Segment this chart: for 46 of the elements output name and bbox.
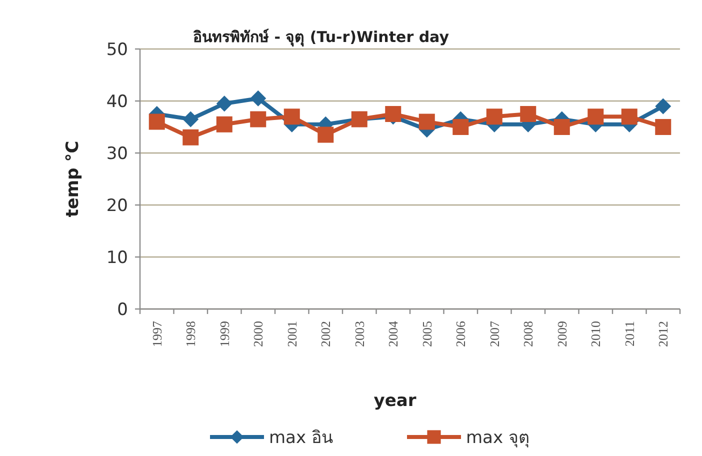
point xyxy=(418,114,435,130)
point xyxy=(250,90,266,106)
x-tick-label: 1999 xyxy=(216,321,232,347)
x-tick-label: 2001 xyxy=(284,321,300,347)
point xyxy=(385,106,402,122)
point xyxy=(452,119,469,135)
x-tick-label: 2011 xyxy=(622,321,637,347)
point xyxy=(182,129,199,146)
x-tick-label: 1998 xyxy=(183,321,198,347)
point xyxy=(318,126,334,143)
legend-label: max อิน xyxy=(269,428,334,448)
x-tick-label: 1997 xyxy=(149,320,164,347)
point xyxy=(554,119,570,135)
y-tick-label: 40 xyxy=(106,92,128,112)
point xyxy=(182,111,199,128)
y-axis-title: temp °C xyxy=(62,140,83,218)
chart-title: อินทรพิทักษ์ - จุตุ (Tu-r)Winter day xyxy=(193,28,450,47)
point xyxy=(520,106,536,122)
x-tick-label: 2000 xyxy=(250,321,266,347)
x-axis-title: year xyxy=(374,390,417,411)
x-tick-label: 2010 xyxy=(588,321,604,347)
legend-label: max จุตุ xyxy=(466,428,530,448)
y-tick-label: 20 xyxy=(106,196,128,216)
x-tick-label: 2007 xyxy=(486,320,502,347)
point xyxy=(148,114,165,130)
point xyxy=(216,116,232,132)
point xyxy=(216,96,232,112)
x-tick-label: 2002 xyxy=(318,321,334,347)
point xyxy=(250,111,266,128)
x-tick-label: 2012 xyxy=(656,321,671,347)
x-tick-label: 2003 xyxy=(352,321,367,347)
x-tick-label: 2009 xyxy=(554,321,570,347)
y-tick-label: 10 xyxy=(106,248,128,268)
point xyxy=(486,108,502,125)
x-tick-label: 2008 xyxy=(520,321,536,347)
y-tick-label: 50 xyxy=(106,40,128,60)
point xyxy=(655,119,672,135)
x-tick-label: 2005 xyxy=(419,321,434,347)
point xyxy=(284,108,300,125)
point xyxy=(655,98,672,114)
y-tick-label: 0 xyxy=(117,300,128,320)
x-tick-label: 2004 xyxy=(386,320,401,347)
point xyxy=(588,108,604,125)
y-tick-label: 30 xyxy=(106,144,128,164)
x-tick-label: 2006 xyxy=(453,320,468,347)
point xyxy=(621,108,638,125)
